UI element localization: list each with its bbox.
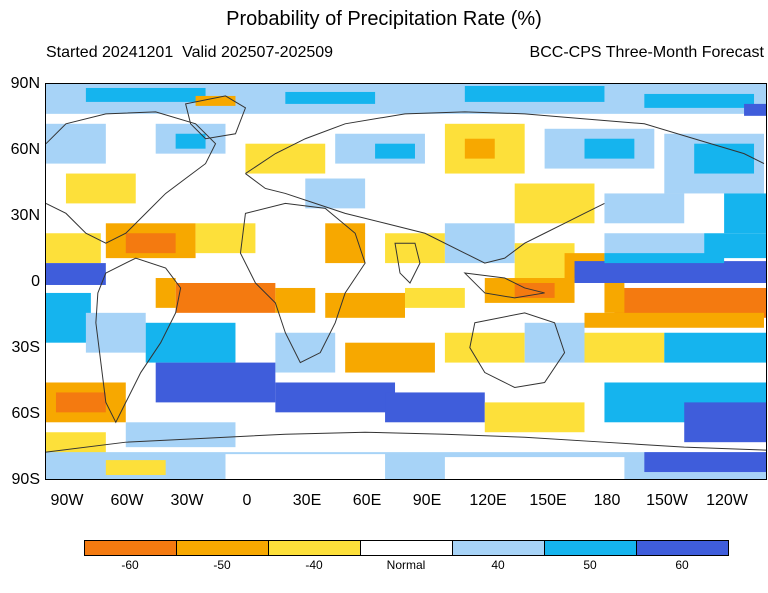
lon-label-150w: 150W — [646, 492, 688, 509]
lat-label-60s: 60S — [11, 405, 40, 422]
colorbar-segment — [361, 541, 453, 555]
lon-label-30e: 30E — [292, 492, 322, 509]
lon-label-60w: 60W — [110, 492, 144, 509]
lon-label-60e: 60E — [352, 492, 382, 509]
forecast-model: BCC-CPS Three-Month Forecast — [529, 44, 764, 61]
colorbar-segment — [545, 541, 637, 555]
colorbar-label: 50 — [583, 558, 597, 572]
lon-label-90e: 90E — [412, 492, 442, 509]
colorbar-label: Normal — [386, 558, 426, 572]
colorbar-label: -50 — [213, 558, 231, 572]
lon-label-0: 0 — [242, 492, 252, 509]
colorbar-segment — [177, 541, 269, 555]
lon-label-120w: 120W — [706, 492, 748, 509]
lon-label-90w: 90W — [50, 492, 84, 509]
map-title: Probability of Precipitation Rate (%) — [226, 8, 542, 30]
colorbar-segment — [453, 541, 545, 555]
coastlines — [46, 95, 766, 453]
lon-label-150e: 150E — [529, 492, 567, 509]
colorbar-label: 40 — [491, 558, 505, 572]
lat-label-0: 0 — [31, 273, 40, 290]
colorbar-segment — [85, 541, 177, 555]
colorbar-segment — [269, 541, 361, 555]
colorbar-label: -40 — [305, 558, 323, 572]
colorbar-segment — [637, 541, 728, 555]
colorbar — [84, 540, 729, 556]
lat-label-90s: 90S — [11, 471, 40, 488]
lat-label-30s: 30S — [11, 339, 40, 356]
lon-label-30w: 30W — [170, 492, 204, 509]
colorbar-label: 60 — [675, 558, 689, 572]
lat-label-90n: 90N — [10, 75, 40, 92]
anomaly-patches — [46, 84, 766, 479]
lat-label-60n: 60N — [10, 141, 40, 158]
forecast-map — [45, 83, 767, 480]
lon-label-180: 180 — [593, 492, 621, 509]
lon-label-120e: 120E — [469, 492, 507, 509]
probability-field — [46, 84, 766, 479]
lat-label-30n: 30N — [10, 207, 40, 224]
colorbar-label: -60 — [121, 558, 139, 572]
forecast-dates: Started 20241201 Valid 202507-202509 — [46, 44, 334, 61]
